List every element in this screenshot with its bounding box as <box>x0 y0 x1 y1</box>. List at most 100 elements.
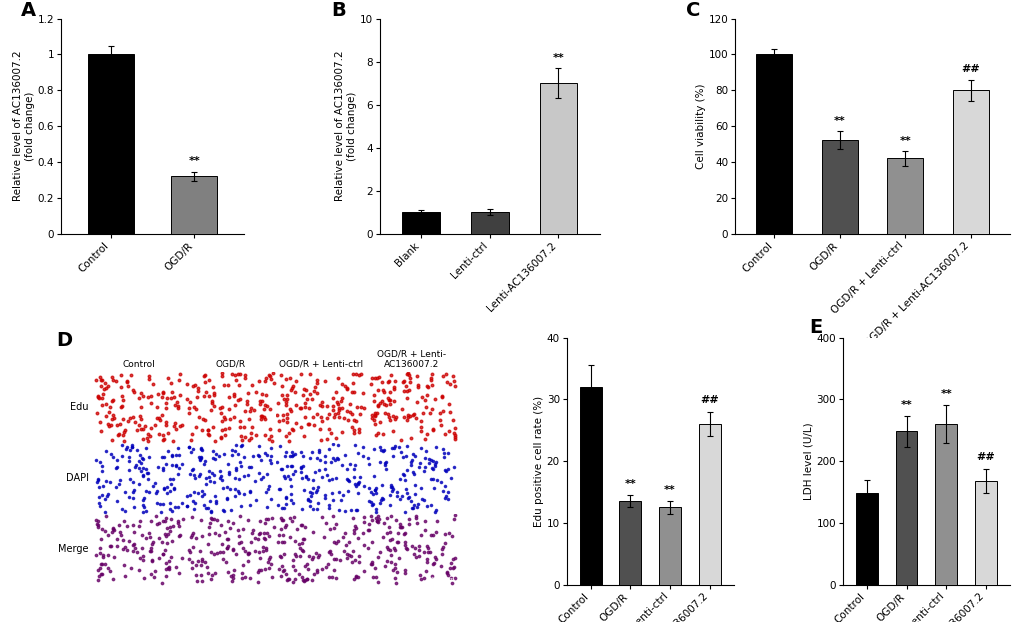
Point <box>110 480 126 490</box>
Point <box>170 469 186 479</box>
Point <box>155 516 171 526</box>
Point <box>132 414 149 424</box>
Point <box>322 546 338 556</box>
Point <box>93 381 109 391</box>
Point <box>443 578 460 588</box>
Point <box>235 422 252 432</box>
Point <box>92 548 108 558</box>
Point <box>97 494 113 504</box>
Point <box>424 369 440 379</box>
Point <box>314 401 330 411</box>
Point <box>114 401 130 411</box>
Point <box>116 427 132 437</box>
Point <box>417 395 433 405</box>
Point <box>264 513 280 523</box>
Point <box>440 426 457 436</box>
Point <box>230 486 247 496</box>
Point <box>292 467 309 477</box>
Point <box>443 531 460 541</box>
Point <box>311 445 327 455</box>
Point <box>352 409 368 419</box>
Point <box>162 526 178 536</box>
Point <box>287 399 304 409</box>
Point <box>426 552 442 562</box>
Point <box>318 518 334 528</box>
Point <box>301 551 317 561</box>
Point <box>294 462 311 471</box>
Point <box>89 516 105 526</box>
Point <box>171 569 187 578</box>
Point <box>274 567 290 577</box>
Point <box>410 382 426 392</box>
Point <box>243 428 259 438</box>
Point <box>232 462 249 471</box>
Point <box>130 565 147 575</box>
Point <box>397 381 414 391</box>
Point <box>263 431 279 441</box>
Point <box>162 514 178 524</box>
Point <box>270 500 286 510</box>
Point <box>113 382 129 392</box>
Point <box>279 471 296 481</box>
Point <box>191 412 207 422</box>
Point <box>395 412 412 422</box>
Point <box>273 464 289 474</box>
Point <box>446 423 463 433</box>
Point <box>307 486 323 496</box>
Point <box>198 479 214 489</box>
Point <box>425 529 441 539</box>
Point <box>201 472 217 482</box>
Point <box>346 521 363 531</box>
Point <box>293 538 310 548</box>
Point <box>387 414 404 424</box>
Point <box>372 417 388 427</box>
Point <box>133 543 150 553</box>
Point <box>158 572 174 582</box>
Point <box>286 466 303 476</box>
Point <box>334 490 351 500</box>
Point <box>380 412 396 422</box>
Point <box>94 462 110 471</box>
Point <box>371 457 387 467</box>
Point <box>388 578 405 588</box>
Point <box>292 422 309 432</box>
Point <box>109 420 125 430</box>
Point <box>307 549 323 559</box>
Point <box>281 532 298 542</box>
Point <box>415 573 431 583</box>
Point <box>243 433 259 443</box>
Point <box>200 569 216 578</box>
Point <box>415 495 431 505</box>
Point <box>427 505 443 515</box>
Point <box>108 481 124 491</box>
Point <box>133 529 150 539</box>
Point <box>183 532 200 542</box>
Point <box>186 504 203 514</box>
Point <box>181 442 198 452</box>
Point <box>278 409 294 419</box>
Point <box>258 545 274 555</box>
Point <box>140 474 156 484</box>
Point <box>309 388 325 398</box>
Point <box>390 554 407 564</box>
Point <box>336 528 353 538</box>
Point <box>116 560 132 570</box>
Point <box>131 479 148 489</box>
Point <box>334 427 351 437</box>
Point <box>201 430 217 440</box>
Point <box>418 402 434 412</box>
Point <box>231 538 248 548</box>
Point <box>215 483 231 493</box>
Point <box>102 477 118 487</box>
Point <box>326 565 342 575</box>
Point <box>272 524 288 534</box>
Point <box>90 391 106 401</box>
Point <box>162 498 178 508</box>
Point <box>202 519 218 529</box>
Point <box>374 429 390 439</box>
Point <box>213 432 229 442</box>
Point <box>258 488 274 498</box>
Point <box>227 370 244 380</box>
Point <box>203 513 219 523</box>
Point <box>415 547 431 557</box>
